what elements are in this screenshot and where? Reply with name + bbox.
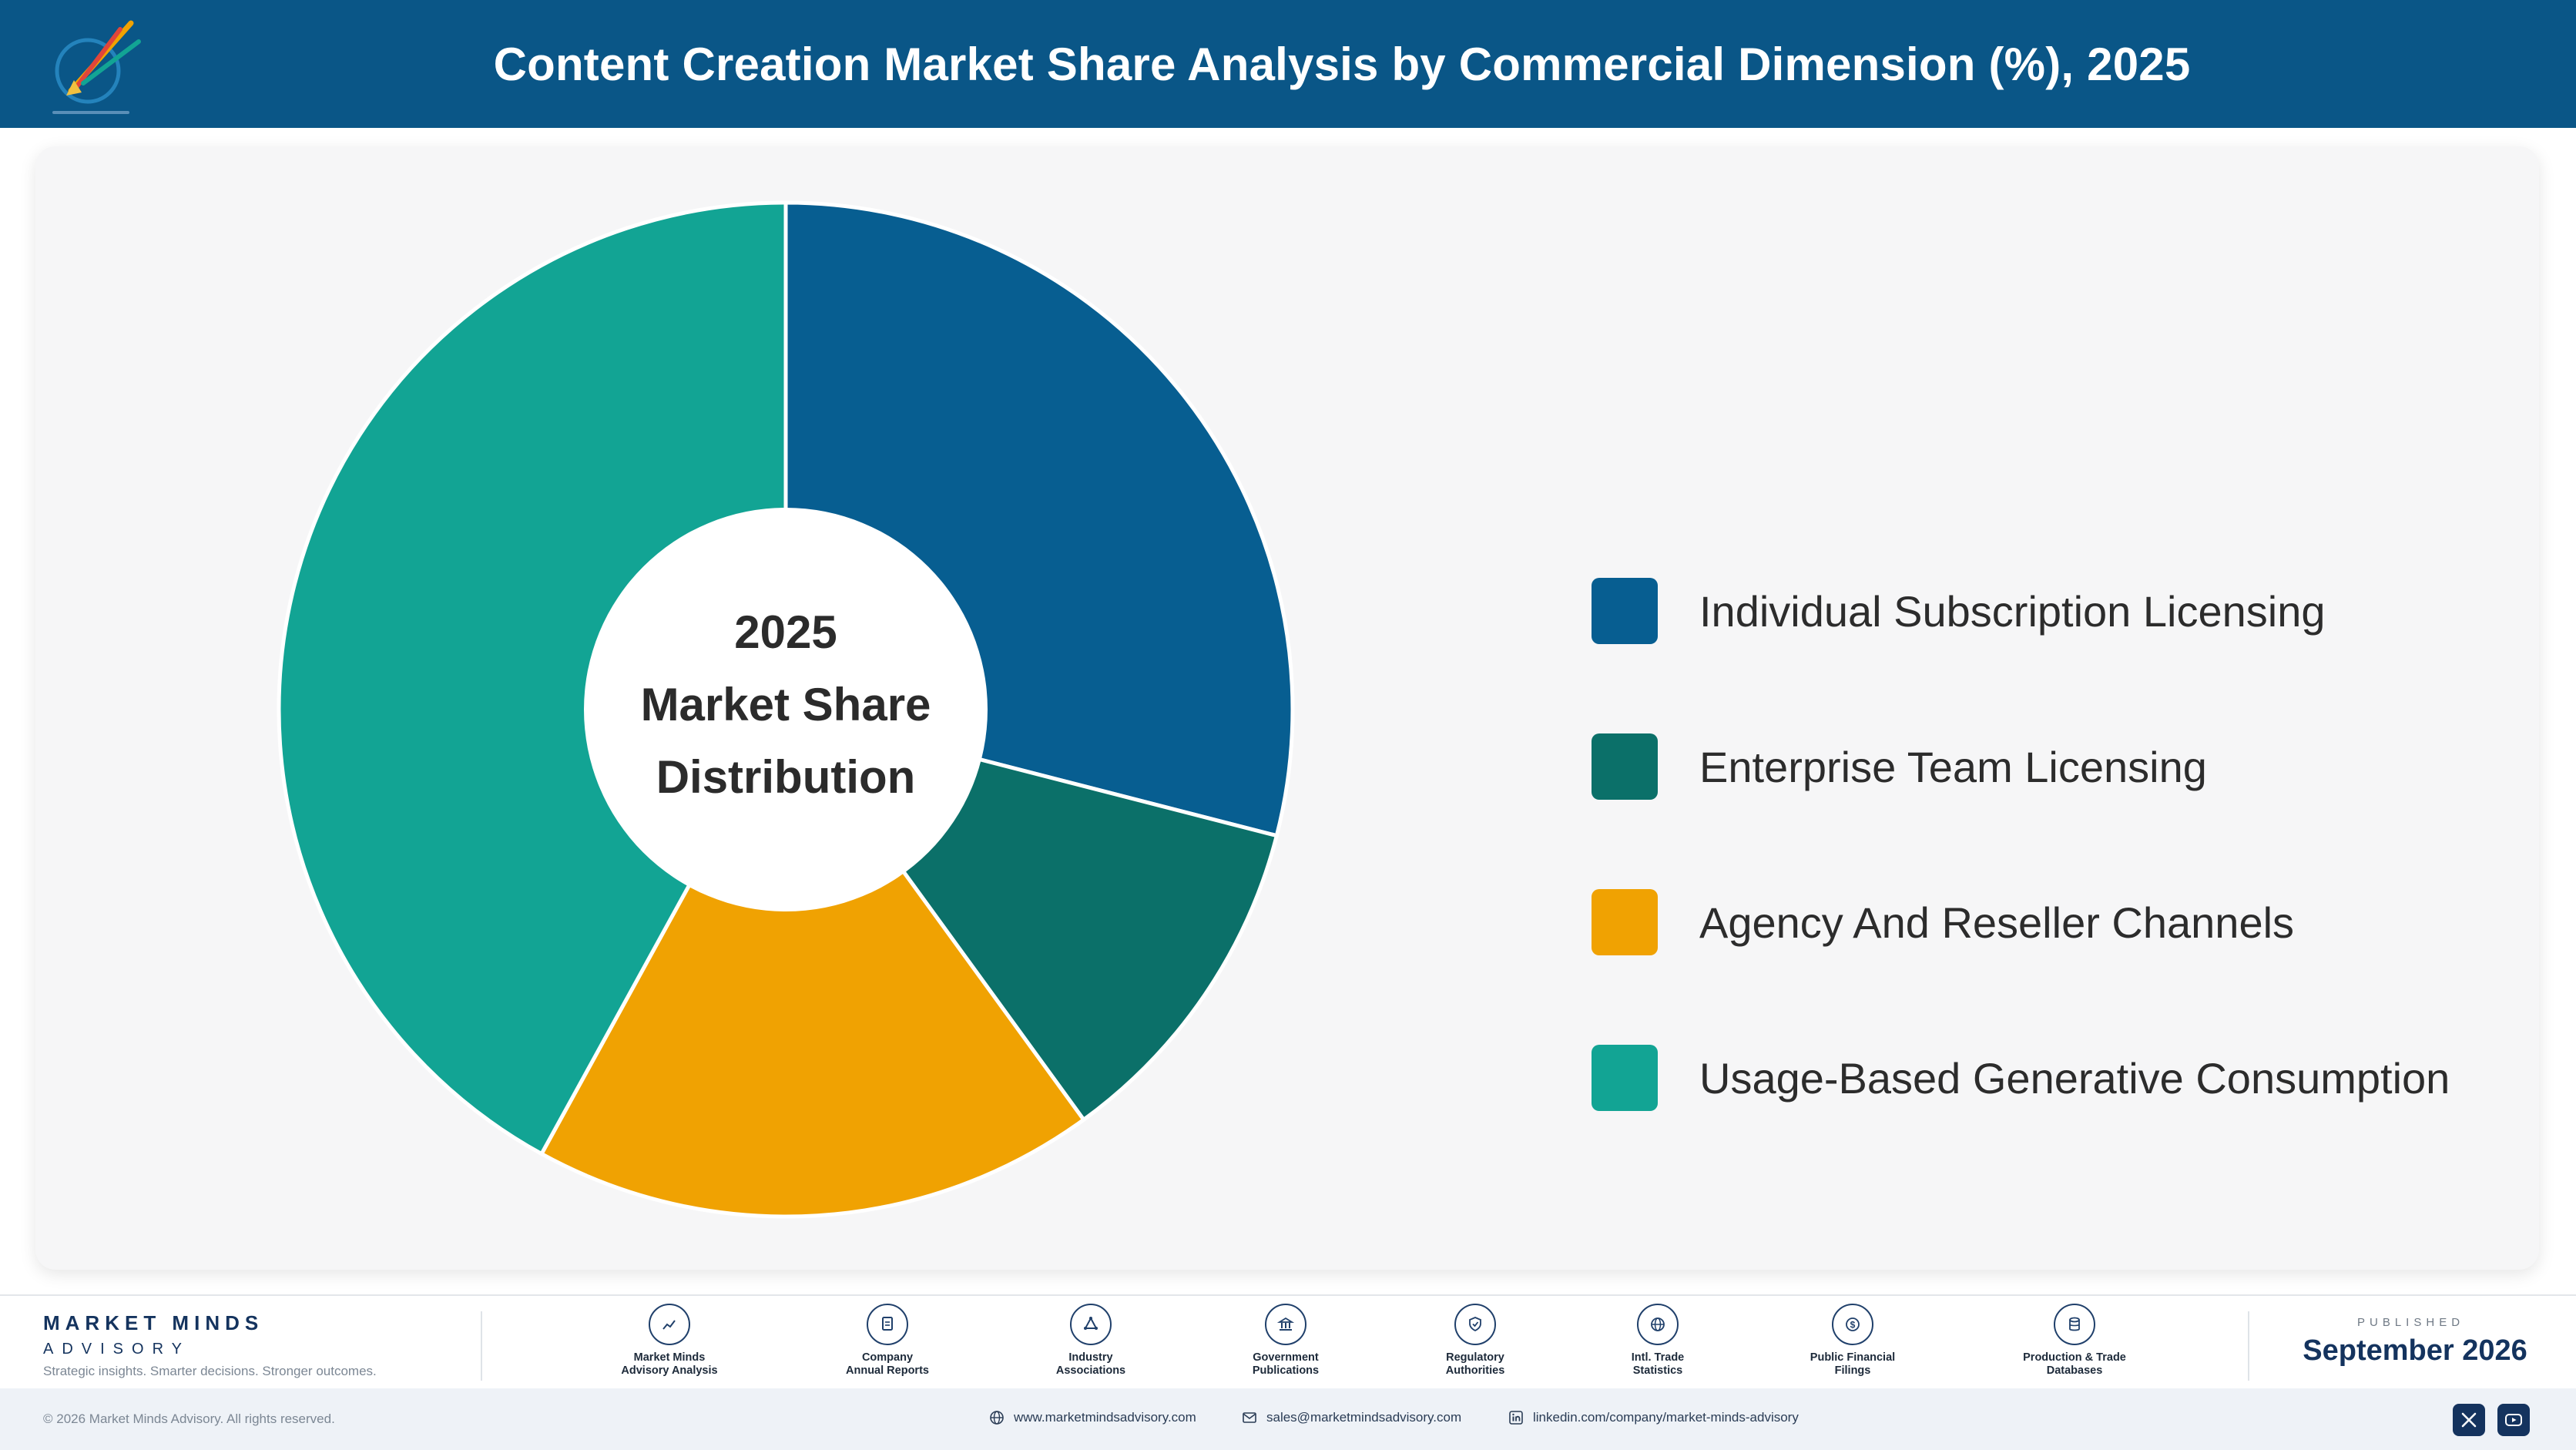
footer: MARKET MINDS ADVISORY Strategic insights…	[0, 1294, 2576, 1390]
youtube-icon	[2505, 1414, 2522, 1426]
published-label: PUBLISHED	[2357, 1316, 2465, 1329]
document-icon	[867, 1304, 908, 1345]
shield-check-icon	[1454, 1304, 1496, 1345]
bottom-bar: © 2026 Market Minds Advisory. All rights…	[0, 1388, 2576, 1450]
legend-label: Agency And Reseller Channels	[1699, 898, 2295, 947]
x-logo-icon	[2461, 1412, 2477, 1428]
chart-card: 2025 Market Share Distribution Individual …	[35, 146, 2539, 1270]
published-date: September 2026	[2303, 1334, 2527, 1367]
legend-label: Individual Subscription Licensing	[1699, 586, 2326, 636]
legend-swatch	[1592, 889, 1658, 955]
website-link[interactable]: www.marketmindsadvisory.com	[989, 1410, 1196, 1425]
source-item: Company Annual Reports	[810, 1304, 964, 1378]
donut-slice-usage-based-generative-consumption[interactable]	[277, 200, 788, 1157]
svg-text:$: $	[1850, 1320, 1856, 1331]
dollar-coin-icon: $	[1832, 1304, 1873, 1345]
legend-swatch	[1592, 733, 1658, 800]
source-item: Production & Trade Databases	[1997, 1304, 2152, 1378]
page-title: Content Creation Market Share Analysis b…	[493, 38, 2191, 90]
email-text: sales@marketmindsadvisory.com	[1266, 1410, 1462, 1425]
legend-item[interactable]: Agency And Reseller Channels	[1592, 889, 2294, 955]
source-label: Company Annual Reports	[846, 1351, 929, 1377]
brand-subtitle: ADVISORY	[43, 1341, 190, 1358]
network-icon	[1070, 1304, 1112, 1345]
linkedin-icon	[1509, 1411, 1523, 1425]
mail-icon	[1243, 1412, 1256, 1423]
source-label: Intl. Trade Statistics	[1631, 1351, 1685, 1377]
donut-center-label: 2025	[734, 606, 837, 658]
donut-center-label: Market Share	[641, 679, 931, 730]
source-item: $ Public Financial Filings	[1776, 1304, 1930, 1378]
source-label: Regulatory Authorities	[1445, 1351, 1505, 1377]
globe-icon	[990, 1411, 1004, 1425]
donut-center-hole	[584, 508, 988, 911]
legend-swatch	[1592, 578, 1658, 644]
copyright-text: © 2026 Market Minds Advisory. All rights…	[43, 1411, 335, 1426]
legend-item[interactable]: Usage-Based Generative Consumption	[1592, 1045, 2450, 1111]
source-item: Industry Associations	[1014, 1304, 1168, 1378]
brand-name: MARKET MINDS	[43, 1311, 264, 1334]
legend-label: Enterprise Team Licensing	[1699, 742, 2207, 791]
donut-center-label: Distribution	[656, 751, 916, 803]
legend-item[interactable]: Enterprise Team Licensing	[1592, 733, 2207, 800]
company-logo	[52, 20, 141, 114]
website-text: www.marketmindsadvisory.com	[1014, 1410, 1196, 1425]
legend-label: Usage-Based Generative Consumption	[1699, 1053, 2450, 1103]
email-link[interactable]: sales@marketmindsadvisory.com	[1242, 1410, 1461, 1425]
source-label: Government Publications	[1252, 1351, 1320, 1377]
donut-chart: 2025 Market Share Distribution	[277, 200, 1295, 1219]
source-item: Intl. Trade Statistics	[1581, 1304, 1735, 1378]
linkedin-link[interactable]: linkedin.com/company/market-minds-adviso…	[1508, 1410, 1799, 1425]
source-label: Market Minds Advisory Analysis	[621, 1351, 718, 1377]
footer-divider	[481, 1311, 482, 1381]
donut-slice-agency-and-reseller-channels[interactable]	[538, 706, 1087, 1219]
legend-swatch	[1592, 1045, 1658, 1111]
source-item: Government Publications	[1209, 1304, 1363, 1378]
trend-chart-icon	[649, 1304, 690, 1345]
database-icon	[2054, 1304, 2095, 1345]
youtube-social-button[interactable]	[2497, 1404, 2530, 1436]
source-label: Industry Associations	[1055, 1351, 1126, 1377]
linkedin-text: linkedin.com/company/market-minds-adviso…	[1533, 1410, 1799, 1425]
x-social-button[interactable]	[2453, 1404, 2485, 1436]
source-label: Production & Trade Databases	[2023, 1351, 2126, 1377]
source-item: Regulatory Authorities	[1398, 1304, 1552, 1378]
brand-tagline: Strategic insights. Smarter decisions. S…	[43, 1364, 377, 1378]
header-bar: Content Creation Market Share Analysis b…	[0, 0, 2576, 128]
source-item: Market Minds Advisory Analysis	[592, 1304, 746, 1378]
government-building-icon	[1265, 1304, 1306, 1345]
footer-divider	[2248, 1311, 2249, 1381]
source-label: Public Financial Filings	[1810, 1351, 1896, 1377]
globe-icon	[1637, 1304, 1679, 1345]
legend-item[interactable]: Individual Subscription Licensing	[1592, 578, 2326, 644]
